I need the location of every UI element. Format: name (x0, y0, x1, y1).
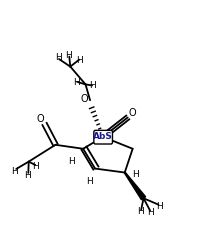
Text: AbS: AbS (93, 132, 113, 141)
Text: H: H (148, 208, 154, 217)
Text: H: H (137, 207, 144, 216)
FancyBboxPatch shape (94, 130, 112, 144)
Text: O: O (129, 108, 136, 118)
Text: H: H (68, 157, 75, 166)
Text: H: H (156, 202, 163, 211)
Text: H: H (32, 162, 39, 171)
Text: H: H (55, 53, 61, 62)
Text: H: H (86, 177, 93, 186)
Text: O: O (80, 94, 88, 104)
Text: H: H (11, 167, 18, 176)
Text: H: H (89, 81, 96, 90)
Text: H: H (24, 170, 31, 179)
Text: H: H (65, 51, 72, 60)
Text: H: H (132, 170, 139, 179)
Polygon shape (124, 172, 146, 200)
Text: O: O (37, 114, 44, 124)
Text: H: H (73, 78, 80, 87)
Text: H: H (76, 56, 83, 64)
